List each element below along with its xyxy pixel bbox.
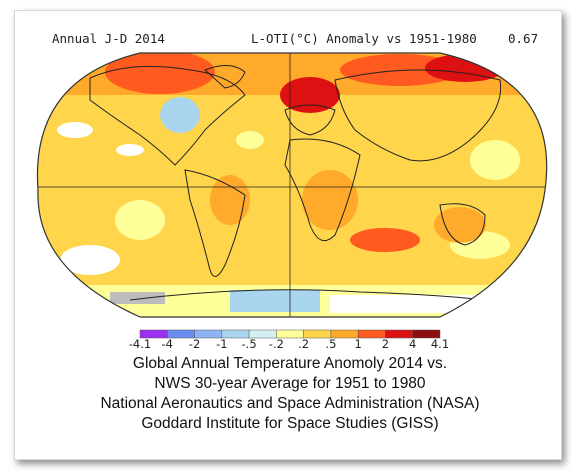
antarctic-neutral: [330, 295, 480, 313]
global-mean-value: 0.67: [508, 31, 539, 46]
caption-line-2: NWS 30-year Average for 1951 to 1980: [154, 375, 426, 392]
legend-label: 4.1: [430, 337, 450, 351]
pacific-east-mild: [470, 140, 520, 180]
south-america-outline: [184, 169, 246, 277]
africa-warm: [302, 170, 358, 230]
indian-ocean-warm: [350, 228, 420, 252]
legend-colorbar: [139, 329, 441, 339]
legend-labels: -4.1 -4 -2 -1 -.5 -.2 .2 .5 1 2 4 4.1: [100, 337, 480, 353]
continent-outlines: [89, 65, 502, 303]
legend-label: 1: [354, 337, 362, 351]
atlantic-mild: [236, 131, 264, 149]
legend-label: -1: [216, 337, 228, 351]
no-data-region: [110, 292, 165, 304]
legend-label: -.2: [268, 337, 284, 351]
legend-label: 4: [409, 337, 417, 351]
greenland-outline: [204, 65, 246, 89]
legend-label: 2: [381, 337, 390, 351]
map-fill: [37, 53, 547, 317]
south-america-warm: [210, 175, 250, 225]
north-america-outline: [89, 65, 246, 166]
antarctic-cool: [230, 290, 320, 312]
map-title: L-OTI(°C) Anomaly vs 1951-1980: [251, 31, 477, 46]
legend-label: -4: [161, 337, 173, 351]
legend-label: -4.1: [128, 337, 152, 351]
legend-label: .5: [325, 337, 337, 351]
south-pacific-mild: [115, 200, 165, 240]
southern-ocean-neutral: [60, 245, 120, 275]
north-america-cool: [160, 97, 200, 133]
antarctica-outline: [129, 289, 501, 303]
pacific-neutral: [57, 122, 93, 138]
europe-warm: [280, 77, 340, 113]
pacific-neutral-2: [116, 144, 144, 156]
caption-line-4: Goddard Institute for Space Studies (GIS…: [141, 415, 439, 432]
africa-outline: [284, 138, 361, 242]
east-siberia-warm: [425, 54, 505, 82]
legend-label: .2: [298, 337, 310, 351]
caption-line-1: Global Annual Temperature Anomoly 2014 v…: [132, 355, 448, 372]
legend-swatch: [412, 329, 441, 339]
europe-outline: [284, 104, 336, 136]
asia-outline: [334, 69, 502, 162]
caption-line-3: National Aeronautics and Space Administr…: [100, 395, 480, 412]
period-label: Annual J-D 2014: [52, 31, 165, 46]
australia-outline: [439, 203, 486, 246]
alaska-warm: [105, 53, 215, 94]
globe-border: [36, 52, 548, 318]
legend-label: -2: [188, 337, 201, 351]
legend-label: -.5: [241, 337, 257, 351]
australia-warm: [434, 207, 486, 243]
